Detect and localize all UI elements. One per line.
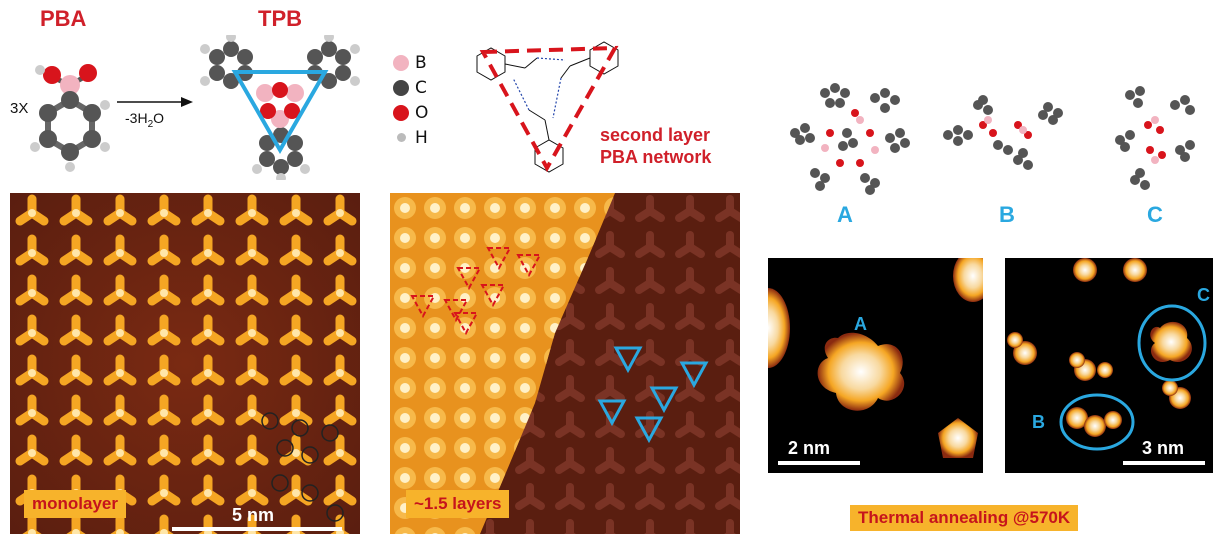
monolayer-scalebar [172,527,342,531]
annealing-right-label-b: B [1032,412,1045,432]
network-caption-line1: second layer [600,125,711,145]
annealing-left-label: A [854,314,867,334]
bilayer-pattern [390,193,740,534]
legend-item-b: B [393,50,428,75]
structure-label-c: C [1147,202,1163,227]
bilayer-stm-image: ~1.5 layers [390,193,740,534]
legend-label: H [415,127,428,148]
legend-item-h: H [393,125,428,150]
annealing-right-label-c: C [1197,285,1210,305]
annealing-right-scalebar-label: 3 nm [1142,438,1185,458]
annealing-left-scalebar [778,461,860,465]
monolayer-stm-image: monolayer 5 nm [10,193,360,534]
reaction-arrow [117,97,193,107]
annealing-right-pattern [1007,258,1207,451]
annealing-caption: Thermal annealing @570K [850,505,1079,531]
hydrogen-atom-icon [397,133,406,142]
structure-label-b: B [999,202,1015,227]
annealing-left-scalebar-label: 2 nm [788,438,831,458]
monolayer-pattern [10,193,360,534]
annealing-stm-image-left: A 2 nm [768,258,983,473]
legend-item-o: O [393,100,428,125]
bilayer-badge: ~1.5 layers [406,490,510,518]
legend-item-c: C [393,75,428,100]
product-label: TPB [258,6,302,31]
oxygen-atom-icon [393,104,409,121]
structure-a-model [790,83,910,195]
legend-label: O [415,102,429,123]
carbon-atom-icon [393,79,409,96]
pba-network-diagram [476,41,619,173]
legend-label: B [415,52,427,73]
element-legend: B C O H [393,50,428,150]
structure-b-model [943,95,1063,170]
arrow-label: -3H2O [125,110,165,130]
annealing-left-pattern [768,258,983,458]
monolayer-badge: monolayer [24,490,126,518]
network-caption: second layer PBA network [600,124,711,168]
monolayer-scalebar-label: 5 nm [232,505,275,525]
annealing-right-scalebar [1123,461,1205,465]
network-caption-line2: PBA network [600,147,712,167]
boron-atom-icon [393,54,409,71]
legend-label: C [415,77,427,98]
structure-c-model [1115,86,1195,190]
pba-molecule [30,64,110,172]
stoich-label: 3X [10,100,29,117]
overlay-molecules [261,412,344,522]
structure-label-a: A [837,202,853,227]
reactant-label: PBA [40,6,87,31]
tpb-molecule [200,35,360,180]
annealing-stm-image-right: B C 3 nm [1005,258,1213,473]
